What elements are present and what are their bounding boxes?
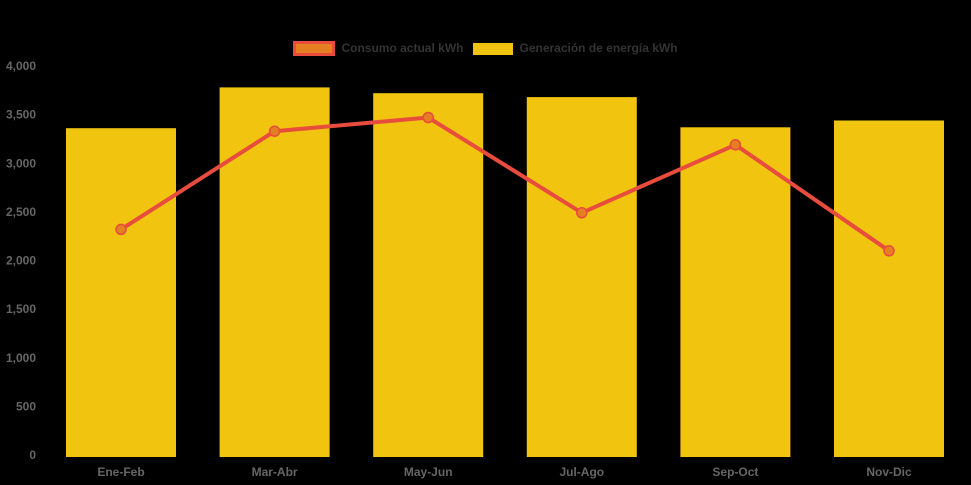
y-axis-tick-label: 3,000 <box>6 156 36 170</box>
bar-ene-feb[interactable] <box>66 128 176 457</box>
legend: Consumo actual kWh Generación de energía… <box>0 41 971 56</box>
x-axis-label-sep-oct: Sep-Oct <box>712 465 758 479</box>
line-marker-sep-oct[interactable] <box>729 139 742 151</box>
line-marker-may-jun[interactable] <box>422 111 434 124</box>
y-axis-tick-label: 4,000 <box>6 59 36 73</box>
x-axis-label-nov-dic: Nov-Dic <box>866 465 912 479</box>
consumption-line <box>119 115 891 253</box>
legend-label-generacion: Generación de energía kWh <box>519 41 678 55</box>
y-axis-tick-label: 1,500 <box>6 302 36 316</box>
x-axis-label-ene-feb: Ene-Feb <box>97 465 144 479</box>
y-axis-tick-label: 500 <box>16 399 36 413</box>
line-marker-nov-dic[interactable] <box>883 245 895 257</box>
y-axis-tick-label: 1,000 <box>6 351 36 365</box>
y-axis-tick-label: 2,500 <box>6 205 36 219</box>
bar-may-jun[interactable] <box>373 93 484 457</box>
y-axis-tick-label: 2,000 <box>6 254 36 268</box>
legend-swatch-generacion-icon <box>473 42 514 55</box>
bar-jul-ago[interactable] <box>526 97 637 457</box>
legend-item-generacion[interactable]: Generación de energía kWh <box>473 41 678 56</box>
legend-item-consumo[interactable]: Consumo actual kWh <box>293 41 463 56</box>
line-marker-ene-feb[interactable] <box>115 223 127 236</box>
y-axis-tick-label: 3,500 <box>6 108 36 122</box>
bar-sep-oct[interactable] <box>680 127 791 458</box>
x-axis-label-jul-ago: Jul-Ago <box>559 465 604 479</box>
x-axis-label-mar-abr: Mar-Abr <box>252 465 298 479</box>
legend-label-consumo: Consumo actual kWh <box>341 41 464 55</box>
line-marker-mar-abr[interactable] <box>268 125 281 137</box>
legend-swatch-consumo-icon <box>293 41 336 56</box>
x-axis-label-may-jun: May-Jun <box>404 465 453 479</box>
bar-nov-dic[interactable] <box>834 120 944 458</box>
bar-mar-abr[interactable] <box>219 87 330 458</box>
y-axis-tick-label: 0 <box>29 448 36 462</box>
line-marker-jul-ago[interactable] <box>576 207 588 219</box>
